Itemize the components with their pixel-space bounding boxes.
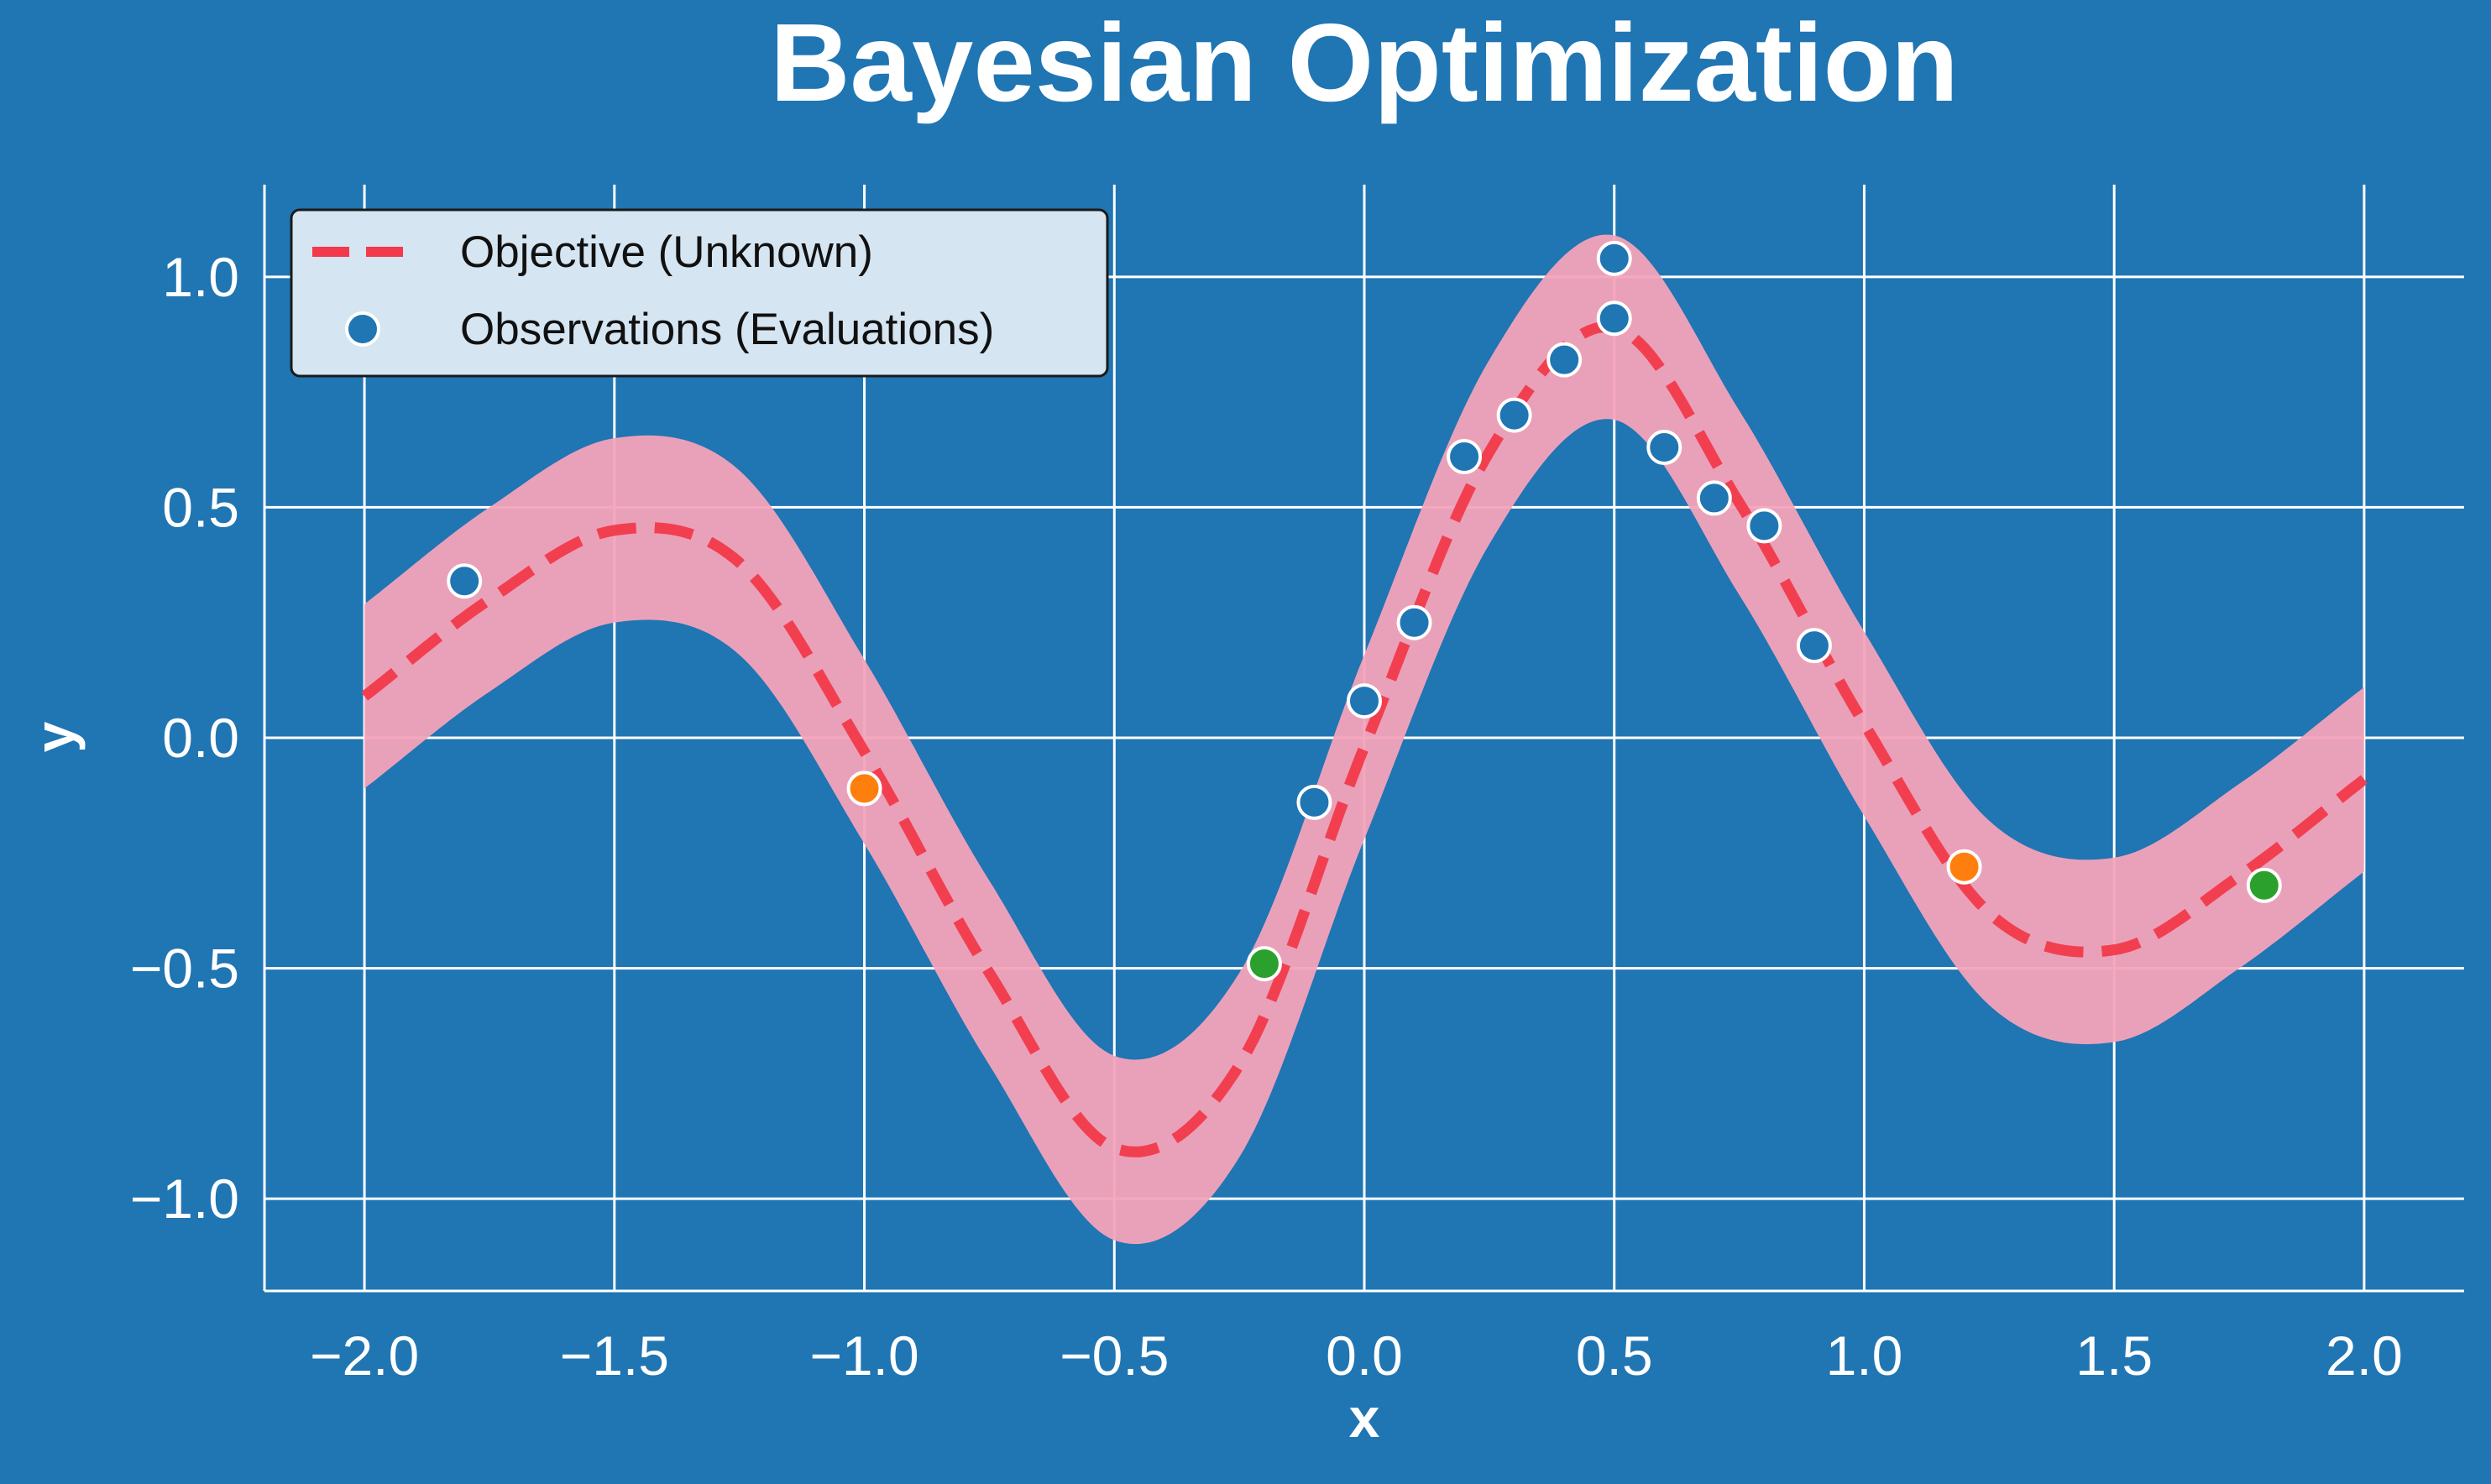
observation-point-6: [1447, 439, 1483, 475]
observation-points-layer: [447, 240, 2282, 982]
observation-point-3: [1296, 784, 1332, 820]
observation-point-5: [1396, 604, 1432, 640]
observation-point-9: [1596, 240, 1632, 276]
legend-observation-swatch: [345, 311, 380, 347]
x-tick-label-2: −1.0: [809, 1325, 918, 1387]
observation-point-7: [1496, 397, 1532, 433]
y-axis-label: y: [24, 721, 86, 752]
observation-point-11: [1646, 430, 1682, 466]
y-tick-label-1: −0.5: [130, 938, 239, 1000]
observation-point-15: [1946, 849, 1982, 885]
x-tick-label-0: −2.0: [310, 1325, 419, 1387]
legend-objective-label: Objective (Unknown): [460, 227, 873, 277]
observation-point-12: [1696, 480, 1732, 516]
observation-point-13: [1746, 508, 1782, 544]
legend: Objective (Unknown) Observations (Evalua…: [290, 208, 1109, 378]
observation-point-4: [1347, 683, 1382, 719]
observation-point-8: [1546, 342, 1583, 378]
observation-point-16: [2246, 867, 2282, 903]
observation-point-2: [1246, 946, 1282, 982]
x-tick-label-3: −0.5: [1060, 1325, 1169, 1387]
x-tick-labels: −2.0 −1.5 −1.0 −0.5 0.0 0.5 1.0 1.5 2.0: [310, 1325, 2403, 1387]
axes-layer: [263, 185, 2464, 1293]
legend-box: [290, 208, 1109, 378]
x-tick-label-8: 2.0: [2326, 1325, 2403, 1387]
x-tick-label-6: 1.0: [1826, 1325, 1903, 1387]
x-tick-label-4: 0.0: [1326, 1325, 1403, 1387]
y-tick-label-4: 1.0: [162, 246, 239, 308]
observation-point-0: [447, 563, 483, 599]
x-axis-label: x: [1349, 1387, 1380, 1449]
observation-point-10: [1596, 300, 1632, 337]
uncertainty-band: [364, 234, 2364, 1245]
y-tick-label-2: 0.0: [162, 707, 239, 769]
uncertainty-band-layer: [364, 234, 2364, 1245]
legend-observation-label: Observations (Evaluations): [460, 305, 994, 354]
y-tick-label-0: −1.0: [130, 1168, 239, 1230]
observation-point-14: [1796, 628, 1832, 664]
x-tick-label-7: 1.5: [2075, 1325, 2153, 1387]
y-tick-labels: −1.0 −0.5 0.0 0.5 1.0: [130, 246, 239, 1230]
x-tick-label-1: −1.5: [560, 1325, 669, 1387]
chart-title: Bayesian Optimization: [770, 1, 1959, 124]
x-tick-label-5: 0.5: [1576, 1325, 1653, 1387]
observation-point-1: [846, 771, 882, 807]
y-tick-label-3: 0.5: [162, 476, 239, 538]
